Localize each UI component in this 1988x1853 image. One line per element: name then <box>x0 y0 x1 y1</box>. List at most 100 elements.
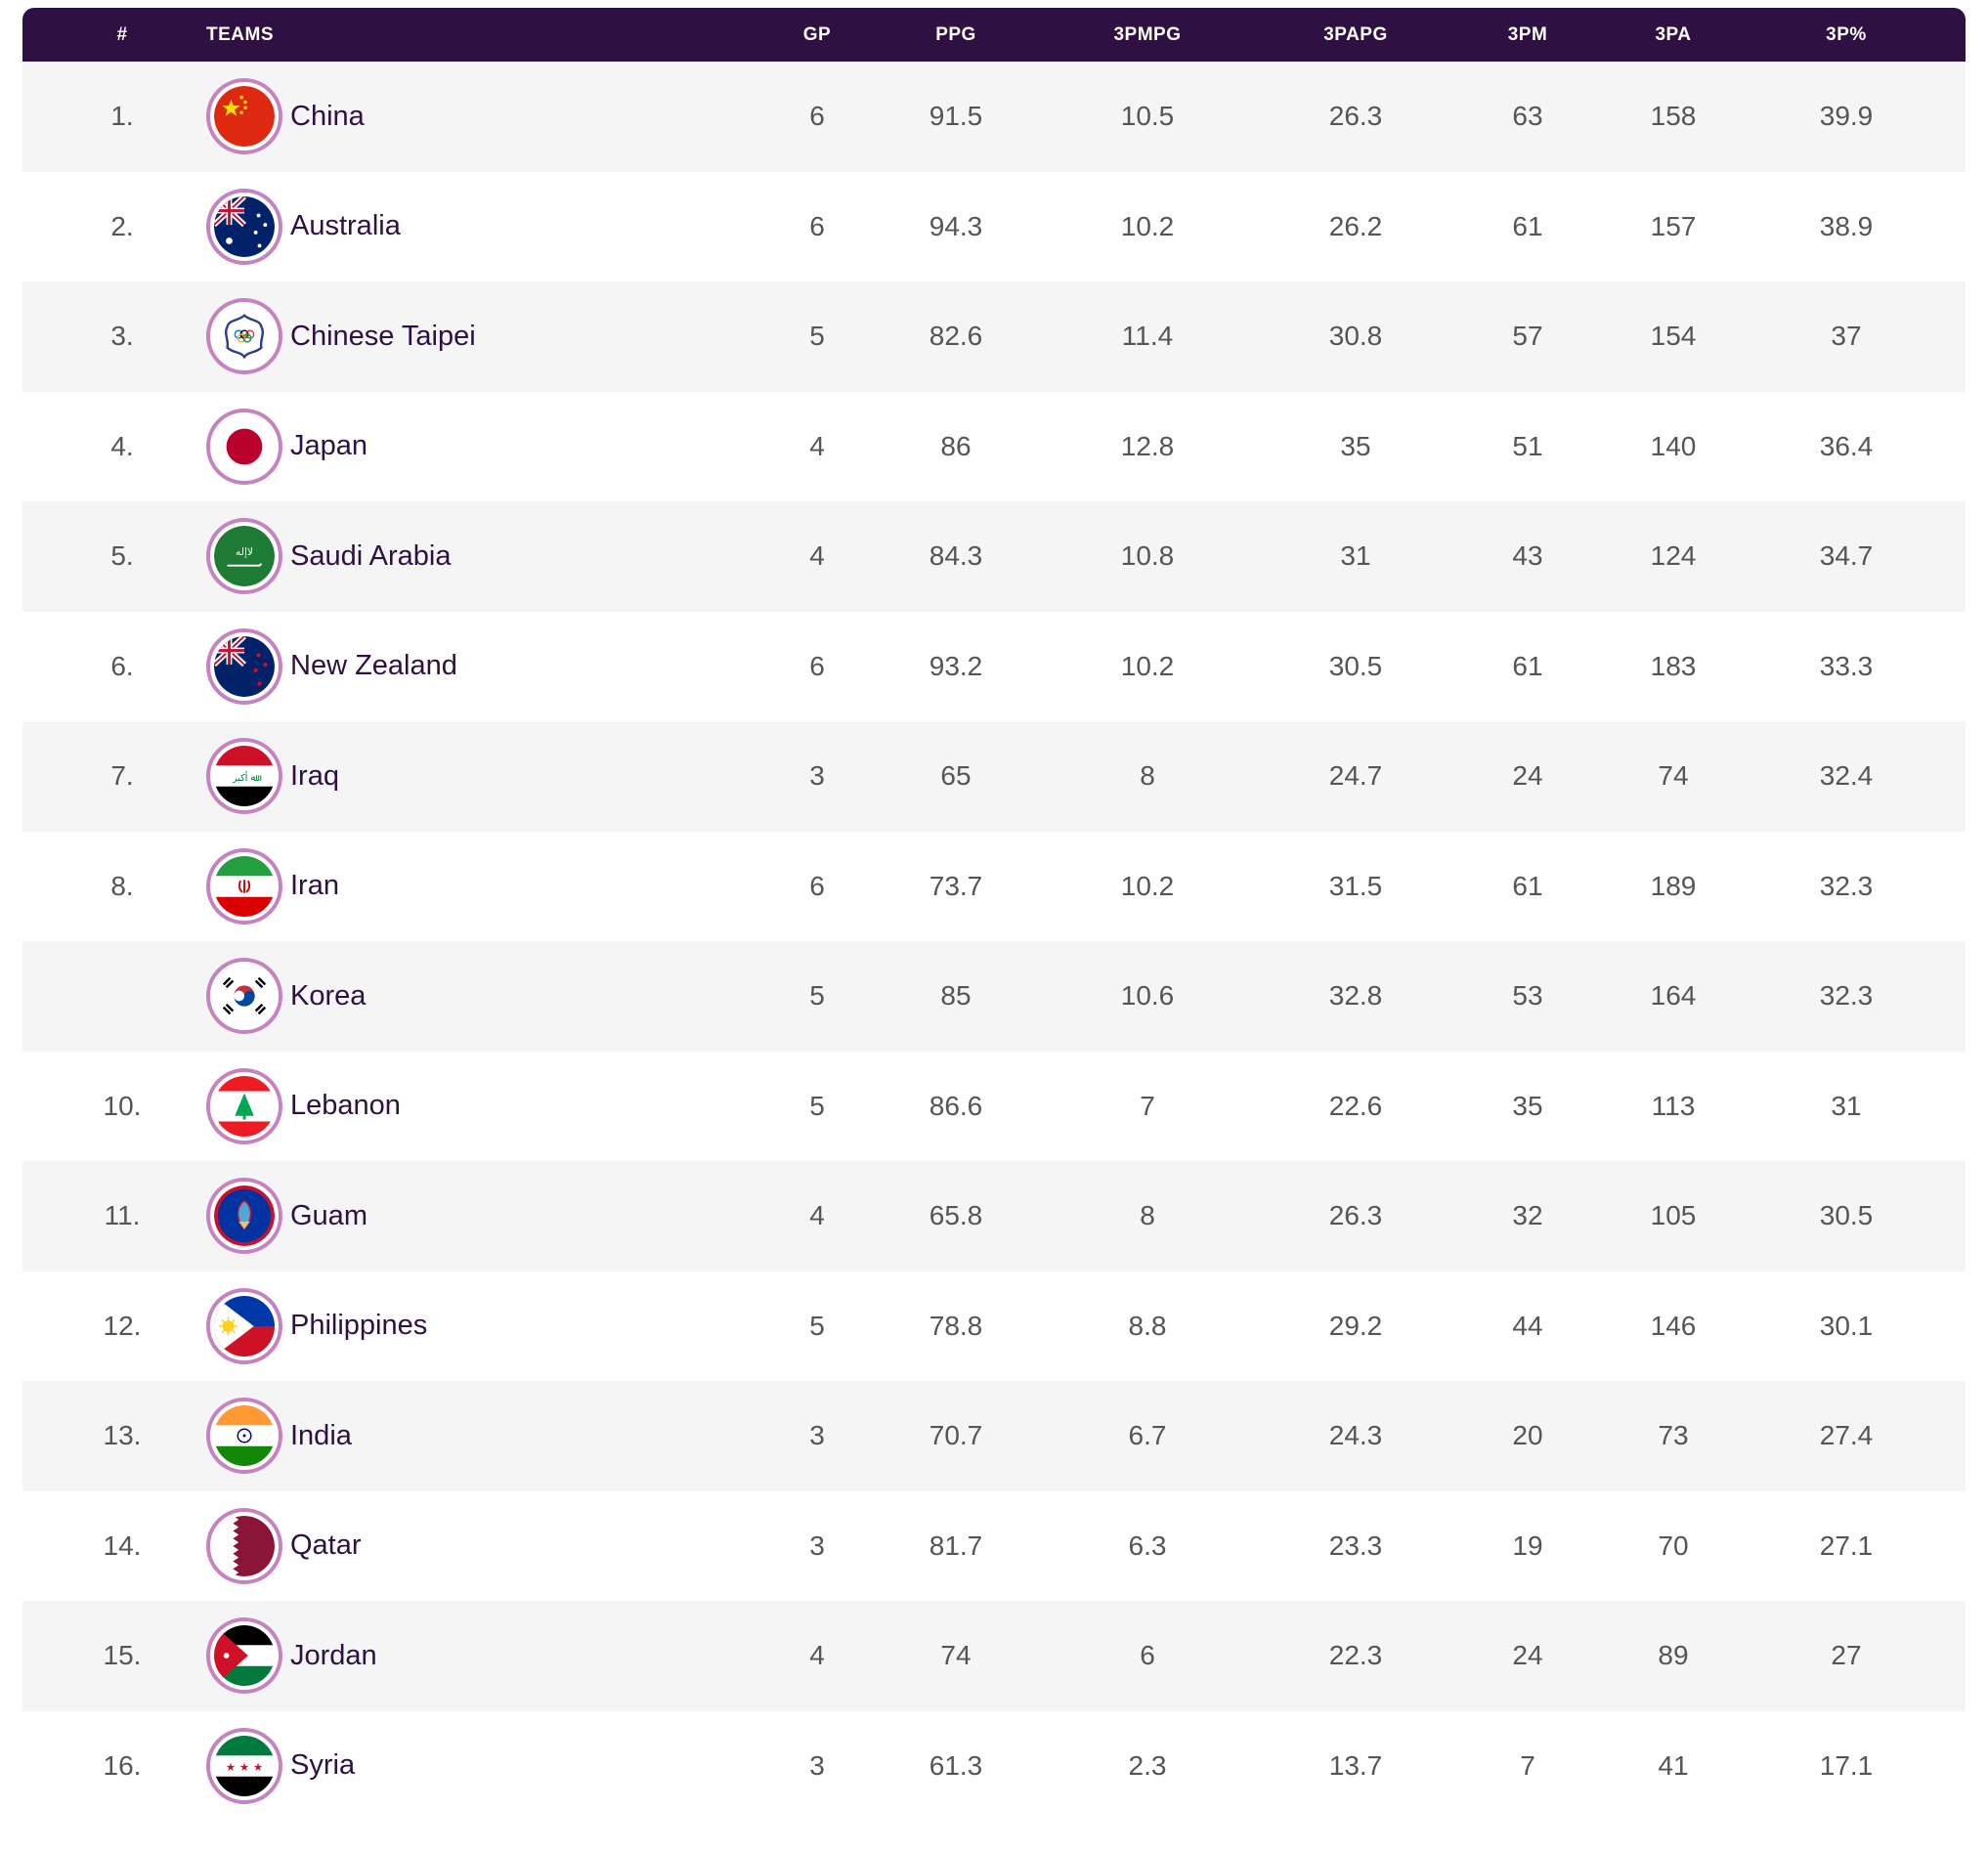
3p-percent-cell: 33.3 <box>1819 650 1874 681</box>
gp-cell: 5 <box>809 1090 825 1121</box>
team-cell[interactable]: Philippines <box>206 1271 427 1382</box>
table-header: # TEAMS GP PPG 3PMPG 3PAPG 3PM 3PA 3P% <box>22 8 1966 62</box>
table-row[interactable]: 12. Philippines 5 78.8 8.8 29.2 44 146 30.1 <box>22 1271 1966 1382</box>
guam-flag-icon <box>206 1178 282 1255</box>
team-name[interactable]: India <box>290 1419 352 1451</box>
header-teams[interactable]: TEAMS <box>206 23 274 45</box>
ppg-cell: 65 <box>940 760 972 792</box>
table-row[interactable]: 1. China 6 91.5 10.5 26.3 63 158 39.9 <box>22 62 1966 172</box>
table-row[interactable]: 14. Qatar 3 81.7 6.3 23.3 19 70 27.1 <box>22 1491 1966 1602</box>
team-cell[interactable]: Lebanon <box>206 1052 401 1162</box>
header-3pa[interactable]: 3PA <box>1655 23 1692 45</box>
table-row[interactable]: Korea 5 85 10.6 32.8 53 164 32.3 <box>22 941 1966 1052</box>
philippines-flag-icon <box>206 1287 282 1364</box>
3papg-cell: 35 <box>1340 430 1371 461</box>
rank-cell: 15. <box>103 1640 142 1671</box>
team-cell[interactable]: Jordan <box>206 1601 377 1711</box>
3papg-cell: 30.8 <box>1328 321 1383 352</box>
team-name[interactable]: Saudi Arabia <box>290 539 452 572</box>
ppg-cell: 93.2 <box>929 650 983 681</box>
team-cell[interactable]: India <box>206 1381 352 1491</box>
3pa-cell: 158 <box>1650 101 1697 132</box>
table-row[interactable]: 4. Japan 4 86 12.8 35 51 140 36.4 <box>22 392 1966 502</box>
3papg-cell: 32.8 <box>1328 980 1383 1012</box>
rank-cell: 11. <box>104 1200 141 1231</box>
team-name[interactable]: Syria <box>290 1749 356 1782</box>
3papg-cell: 24.3 <box>1328 1420 1383 1451</box>
team-name[interactable]: Korea <box>290 979 367 1012</box>
3pmpg-cell: 10.2 <box>1120 210 1175 241</box>
ppg-cell: 82.6 <box>929 321 983 352</box>
3pmpg-cell: 10.5 <box>1120 101 1175 132</box>
team-cell[interactable]: China <box>206 62 365 172</box>
team-name[interactable]: New Zealand <box>290 650 457 682</box>
header-3papg[interactable]: 3PAPG <box>1323 23 1388 45</box>
header-gp[interactable]: GP <box>802 23 832 45</box>
table-row[interactable]: 3. Chinese Taipei 5 82.6 11.4 30.8 57 154 37 <box>22 281 1966 392</box>
team-cell[interactable]: Australia <box>206 172 401 282</box>
team-cell[interactable]: Chinese Taipei <box>206 281 476 392</box>
team-name[interactable]: Lebanon <box>290 1090 401 1122</box>
3p-percent-cell: 32.4 <box>1819 760 1874 792</box>
team-name[interactable]: Japan <box>290 430 368 462</box>
team-cell[interactable]: New Zealand <box>206 612 457 722</box>
team-name[interactable]: Guam <box>290 1199 367 1231</box>
team-cell[interactable]: Iran <box>206 832 339 942</box>
3papg-cell: 31.5 <box>1328 870 1383 901</box>
svg-text:★ ★ ★: ★ ★ ★ <box>226 1760 264 1774</box>
table-row[interactable]: 10. Lebanon 5 86.6 7 22.6 35 113 31 <box>22 1052 1966 1162</box>
team-name[interactable]: Iran <box>290 870 339 902</box>
3pm-cell: 24 <box>1512 1640 1543 1671</box>
team-name[interactable]: Australia <box>290 210 401 242</box>
table-row[interactable]: 16. ★ ★ ★ Syria 3 61.3 2.3 13.7 7 41 17.1 <box>22 1711 1966 1822</box>
3pa-cell: 41 <box>1658 1749 1689 1781</box>
3pmpg-cell: 10.6 <box>1120 980 1175 1012</box>
header-rank[interactable]: # <box>116 23 128 45</box>
header-ppg[interactable]: PPG <box>935 23 976 45</box>
table-row[interactable]: 6. New Zealand 6 93.2 10.2 30.5 61 183 33.3 <box>22 612 1966 722</box>
3p-percent-cell: 27.4 <box>1819 1420 1874 1451</box>
team-cell[interactable]: Korea <box>206 941 366 1052</box>
header-3p-percent[interactable]: 3P% <box>1826 23 1867 45</box>
ppg-cell: 65.8 <box>929 1200 983 1231</box>
3papg-cell: 22.3 <box>1328 1640 1383 1671</box>
header-3pm[interactable]: 3PM <box>1507 23 1548 45</box>
rank-cell: 14. <box>103 1530 142 1561</box>
team-cell[interactable]: ★ ★ ★ Syria <box>206 1711 355 1822</box>
team-cell[interactable]: Qatar <box>206 1491 362 1602</box>
rank-cell: 6. <box>110 650 134 681</box>
rank-cell: 7. <box>110 760 134 792</box>
team-name[interactable]: Iraq <box>290 759 339 792</box>
ppg-cell: 85 <box>940 980 972 1012</box>
rank-cell: 8. <box>110 870 134 901</box>
team-name[interactable]: Jordan <box>290 1639 377 1671</box>
table-row[interactable]: 2. Australia 6 94.3 10.2 26.2 61 157 38.9 <box>22 172 1966 282</box>
3papg-cell: 24.7 <box>1328 760 1383 792</box>
team-cell[interactable]: ﻻﺇﻟﻪ Saudi Arabia <box>206 501 451 612</box>
syria-flag-icon: ★ ★ ★ <box>206 1727 282 1804</box>
table-row[interactable]: 5. ﻻﺇﻟﻪ Saudi Arabia 4 84.3 10.8 31 43 124 34.7 <box>22 501 1966 612</box>
table-row[interactable]: 11. Guam 4 65.8 8 26.3 32 105 30.5 <box>22 1161 1966 1271</box>
team-name[interactable]: China <box>290 100 365 132</box>
table-row[interactable]: 7. ﷲ ﺃﻛﺒﺮ Iraq 3 65 8 24.7 24 74 32.4 <box>22 721 1966 832</box>
team-cell[interactable]: ﷲ ﺃﻛﺒﺮ Iraq <box>206 721 339 832</box>
gp-cell: 6 <box>809 101 825 132</box>
team-cell[interactable]: Japan <box>206 392 367 502</box>
table-row[interactable]: 13. India 3 70.7 6.7 24.3 20 73 27.4 <box>22 1381 1966 1491</box>
3papg-cell: 26.2 <box>1328 210 1383 241</box>
3pm-cell: 35 <box>1512 1090 1543 1121</box>
qatar-flag-icon <box>206 1507 282 1584</box>
gp-cell: 6 <box>809 650 825 681</box>
header-3pmpg[interactable]: 3PMPG <box>1113 23 1182 45</box>
team-name[interactable]: Philippines <box>290 1310 428 1342</box>
3p-percent-cell: 31 <box>1831 1090 1862 1121</box>
table-row[interactable]: 8. Iran 6 73.7 10.2 31.5 61 189 32.3 <box>22 832 1966 942</box>
team-name[interactable]: Qatar <box>290 1530 362 1562</box>
team-name[interactable]: Chinese Taipei <box>290 320 476 352</box>
3pm-cell: 53 <box>1512 980 1543 1012</box>
3p-percent-cell: 37 <box>1831 321 1862 352</box>
table-row[interactable]: 15. Jordan 4 74 6 22.3 24 89 27 <box>22 1601 1966 1711</box>
3pa-cell: 189 <box>1650 870 1697 901</box>
3p-percent-cell: 39.9 <box>1819 101 1874 132</box>
team-cell[interactable]: Guam <box>206 1161 367 1271</box>
